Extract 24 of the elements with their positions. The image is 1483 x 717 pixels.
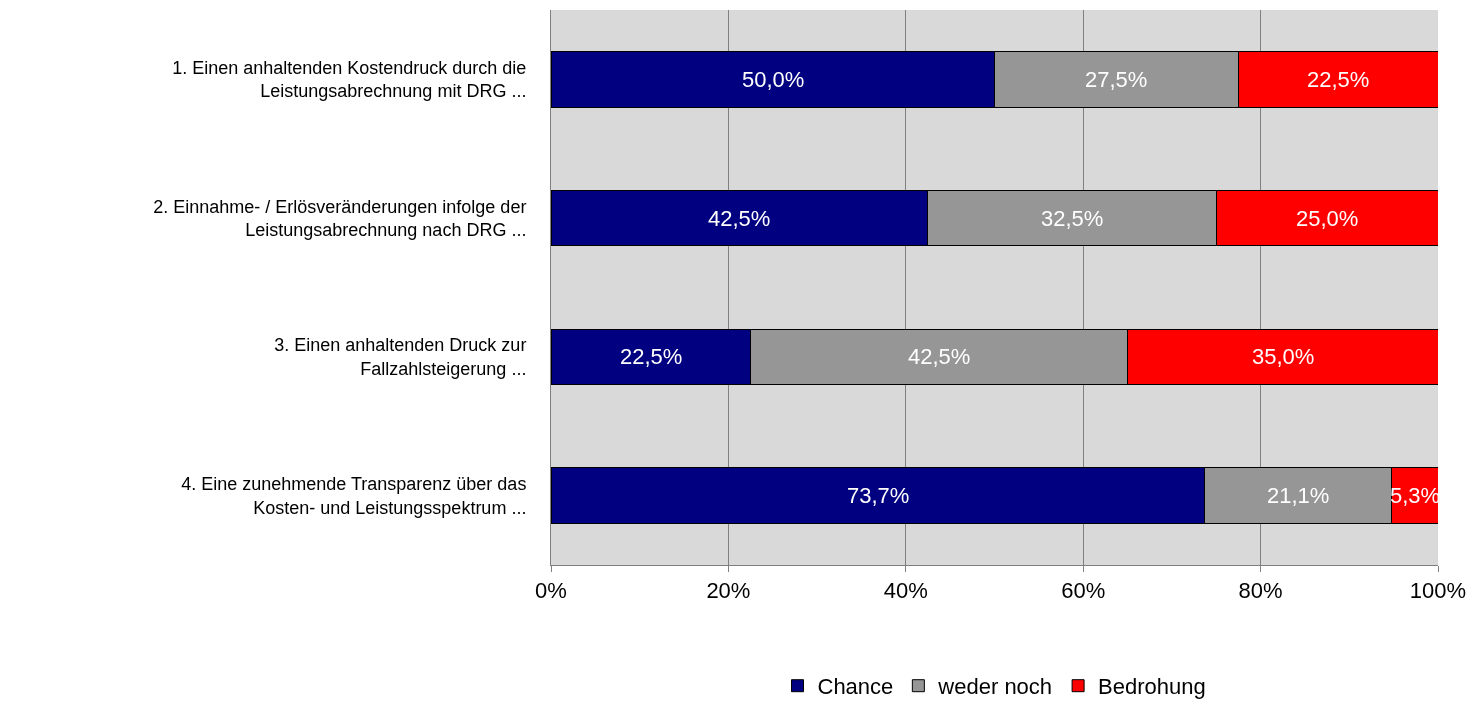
y-tick-label: 4. Eine zunehmende Transparenz über das Kosten- und Leistungsspektrum ... [181,474,527,518]
x-tick-label: 0% [535,578,567,604]
data-label: 50,0% [742,67,805,92]
x-tick-label: 40% [883,578,928,604]
data-label: 22,5% [620,344,683,369]
data-label: 27,5% [1085,67,1148,92]
legend-label: weder noch [937,674,1053,700]
legend-label: Bedrohung [1098,674,1206,700]
data-label: 21,1% [1267,483,1330,508]
legend-label: Chance [817,674,894,700]
data-label: 42,5% [908,344,971,369]
data-label: 22,5% [1307,67,1370,92]
y-tick-label: 1. Einen anhaltenden Kostendruck durch die Leistungsabrechnung mit DRG ... [172,57,527,102]
data-label: 32,5% [1041,206,1104,231]
data-label: 35,0% [1252,344,1315,369]
x-tick-label: 100% [1409,578,1467,604]
data-label: 73,7% [847,483,910,508]
x-tick-label: 60% [1061,578,1106,604]
x-tick-label: 20% [706,578,751,604]
x-tick-label: 80% [1238,578,1283,604]
y-tick-label: 2. Einnahme- / Erlösveränderungen infolge der Leistungsabrechnung nach DRG ... [153,196,527,241]
data-label: 42,5% [708,206,771,231]
y-tick-label: 3. Einen anhaltenden Druck zur Fallzahlsteigerung ... [274,335,527,379]
data-label: 25,0% [1296,206,1359,231]
